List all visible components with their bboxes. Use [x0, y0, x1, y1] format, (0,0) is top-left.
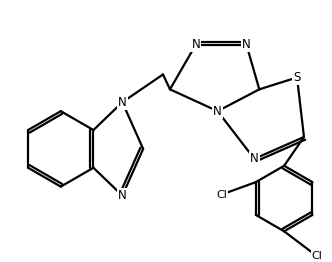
Text: N: N [250, 152, 259, 165]
Text: N: N [118, 96, 127, 109]
Text: N: N [118, 189, 127, 202]
Text: N: N [242, 38, 251, 51]
Text: N: N [192, 38, 200, 51]
Text: Cl: Cl [216, 190, 227, 200]
Text: S: S [293, 71, 301, 84]
Text: Cl: Cl [311, 251, 322, 261]
Text: N: N [213, 105, 222, 118]
